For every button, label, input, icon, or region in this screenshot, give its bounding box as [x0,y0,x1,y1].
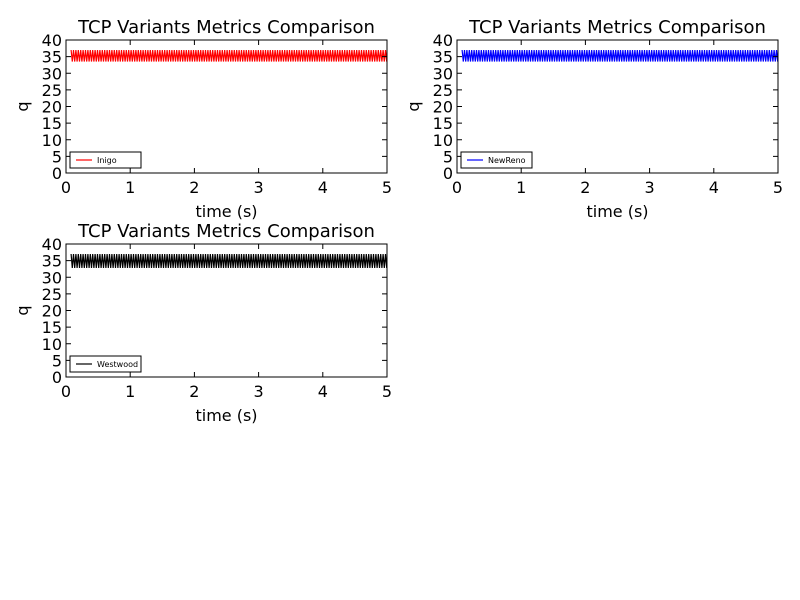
y-axis-label: q [404,101,423,111]
y-tick-label: 15 [42,114,62,133]
series-line-newreno [461,49,779,62]
y-tick-label: 0 [443,164,453,183]
y-tick-label: 40 [433,31,453,50]
y-tick-label: 35 [433,48,453,67]
legend: Inigo [69,151,142,169]
y-tick-label: 5 [52,147,62,166]
legend-box [69,355,142,373]
x-tick-label: 2 [189,178,199,197]
y-tick-label: 5 [443,147,453,166]
y-tick-label: 20 [433,98,453,117]
plot-area [457,40,778,173]
y-tick-label: 10 [433,131,453,150]
legend-label: NewReno [488,156,526,165]
x-tick-label: 1 [125,178,135,197]
x-tick-label: 0 [61,382,71,401]
y-tick-label: 40 [42,235,62,254]
x-tick-label: 1 [516,178,526,197]
y-tick-label: 30 [42,268,62,287]
chart-title: TCP Variants Metrics Comparison [77,17,375,38]
y-tick-label: 15 [433,114,453,133]
y-axis-label: q [13,305,32,315]
x-axis-label: time (s) [195,406,257,425]
y-tick-label: 10 [42,335,62,354]
legend-label: Inigo [97,156,117,165]
legend-label: Westwood [97,360,138,369]
x-tick-label: 3 [254,382,264,401]
x-tick-label: 3 [254,178,264,197]
legend-box [69,151,142,169]
legend: Westwood [69,355,142,373]
x-axis-label: time (s) [586,202,648,221]
x-tick-label: 5 [773,178,783,197]
y-tick-label: 35 [42,48,62,67]
y-tick-label: 5 [52,351,62,370]
x-tick-label: 4 [709,178,719,197]
x-tick-label: 0 [61,178,71,197]
y-tick-label: 0 [52,368,62,387]
y-tick-label: 35 [42,252,62,271]
y-axis-label: q [13,101,32,111]
plot-area [66,40,387,173]
chart-title: TCP Variants Metrics Comparison [468,17,766,38]
x-tick-label: 2 [580,178,590,197]
x-tick-label: 2 [189,382,199,401]
x-tick-label: 4 [318,382,328,401]
y-tick-label: 25 [433,81,453,100]
y-tick-label: 25 [42,285,62,304]
y-tick-label: 10 [42,131,62,150]
y-tick-label: 0 [52,164,62,183]
x-tick-label: 3 [645,178,655,197]
y-tick-label: 30 [42,64,62,83]
legend: NewReno [460,151,533,169]
x-tick-label: 0 [452,178,462,197]
x-tick-label: 5 [382,178,392,197]
series-line-inigo [70,49,388,62]
series-line-westwood [70,253,388,268]
y-tick-label: 15 [42,318,62,337]
legend-box [460,151,533,169]
y-tick-label: 25 [42,81,62,100]
x-tick-label: 1 [125,382,135,401]
y-tick-label: 20 [42,98,62,117]
chart-title: TCP Variants Metrics Comparison [77,221,375,242]
x-tick-label: 5 [382,382,392,401]
y-tick-label: 30 [433,64,453,83]
x-axis-label: time (s) [195,202,257,221]
y-tick-label: 40 [42,31,62,50]
x-tick-label: 4 [318,178,328,197]
y-tick-label: 20 [42,302,62,321]
